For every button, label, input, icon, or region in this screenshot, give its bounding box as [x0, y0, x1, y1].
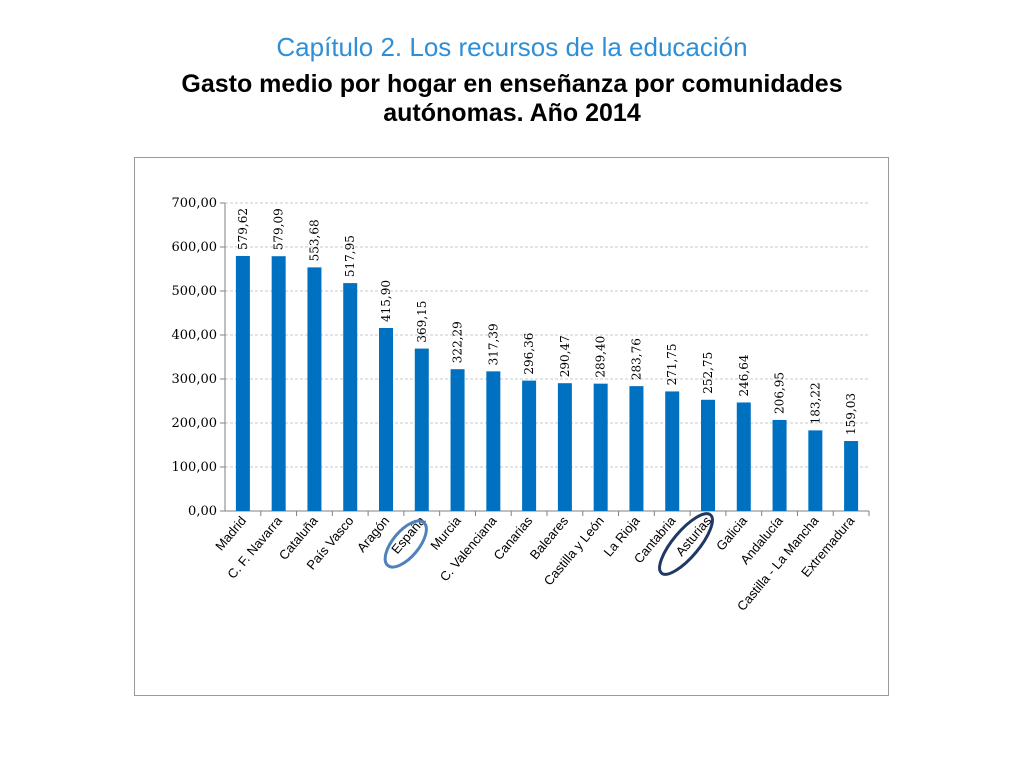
value-label: 289,40	[594, 336, 608, 378]
bar-17	[844, 441, 859, 511]
y-tick-label: 300,00	[172, 372, 218, 387]
category-label: España	[388, 513, 428, 557]
value-label: 246,64	[737, 354, 751, 396]
y-tick-label: 700,00	[172, 196, 218, 211]
chart-frame: 0,00 100,00 200,00 300,00 400,00 500,00 600,00…	[134, 157, 889, 696]
bar-3	[343, 283, 358, 511]
bar-4	[379, 328, 393, 511]
bar-6	[450, 369, 465, 511]
bar-10	[593, 383, 608, 511]
bar-5	[414, 348, 429, 511]
value-label: 317,39	[486, 323, 500, 365]
bar-12	[665, 391, 680, 511]
value-label: 369,15	[415, 301, 429, 343]
page-title: Gasto medio por hogar en enseñanza por c…	[112, 70, 912, 128]
bar-8	[522, 380, 537, 511]
y-tick-label: 400,00	[172, 328, 218, 343]
chapter-heading: Capítulo 2. Los recursos de la educación	[276, 32, 748, 62]
y-tick-label: 500,00	[172, 284, 218, 299]
value-label: 183,22	[808, 382, 822, 424]
title-line-2: autónomas. Año 2014	[383, 99, 641, 127]
bar-15	[772, 419, 787, 511]
bar-9	[557, 383, 572, 511]
value-label: 579,09	[272, 208, 286, 250]
value-label: 159,03	[844, 393, 858, 435]
title-line-1: Gasto medio por hogar en enseñanza por c…	[181, 70, 843, 98]
y-tick-label: 100,00	[172, 460, 218, 475]
highlight-ellipse-españa	[383, 519, 428, 569]
bar-11	[629, 386, 644, 511]
value-label: 283,76	[629, 338, 643, 380]
value-label: 322,29	[451, 321, 465, 363]
highlight-ellipse-asturias	[658, 512, 714, 576]
y-tick-label: 600,00	[172, 240, 218, 255]
value-label: 206,95	[773, 372, 787, 414]
value-label: 290,47	[558, 335, 572, 377]
bar-13	[701, 399, 715, 511]
bar-7	[486, 371, 501, 511]
value-label: 271,75	[665, 343, 679, 385]
bar-2	[307, 267, 322, 511]
value-label: 517,95	[343, 235, 357, 277]
bar-14	[736, 402, 751, 511]
value-label: 415,90	[379, 280, 393, 322]
y-tick-label: 200,00	[172, 416, 218, 431]
value-label: 296,36	[522, 333, 536, 375]
value-label: 252,75	[701, 352, 715, 394]
y-tick-label: 0,00	[188, 504, 217, 519]
bar-0	[235, 255, 250, 511]
value-label: 579,62	[236, 208, 250, 250]
bar-16	[808, 430, 823, 511]
value-label: 553,68	[307, 219, 321, 261]
bar-1	[271, 256, 286, 511]
bar-chart: 0,00 100,00 200,00 300,00 400,00 500,00 600,00…	[172, 196, 870, 614]
